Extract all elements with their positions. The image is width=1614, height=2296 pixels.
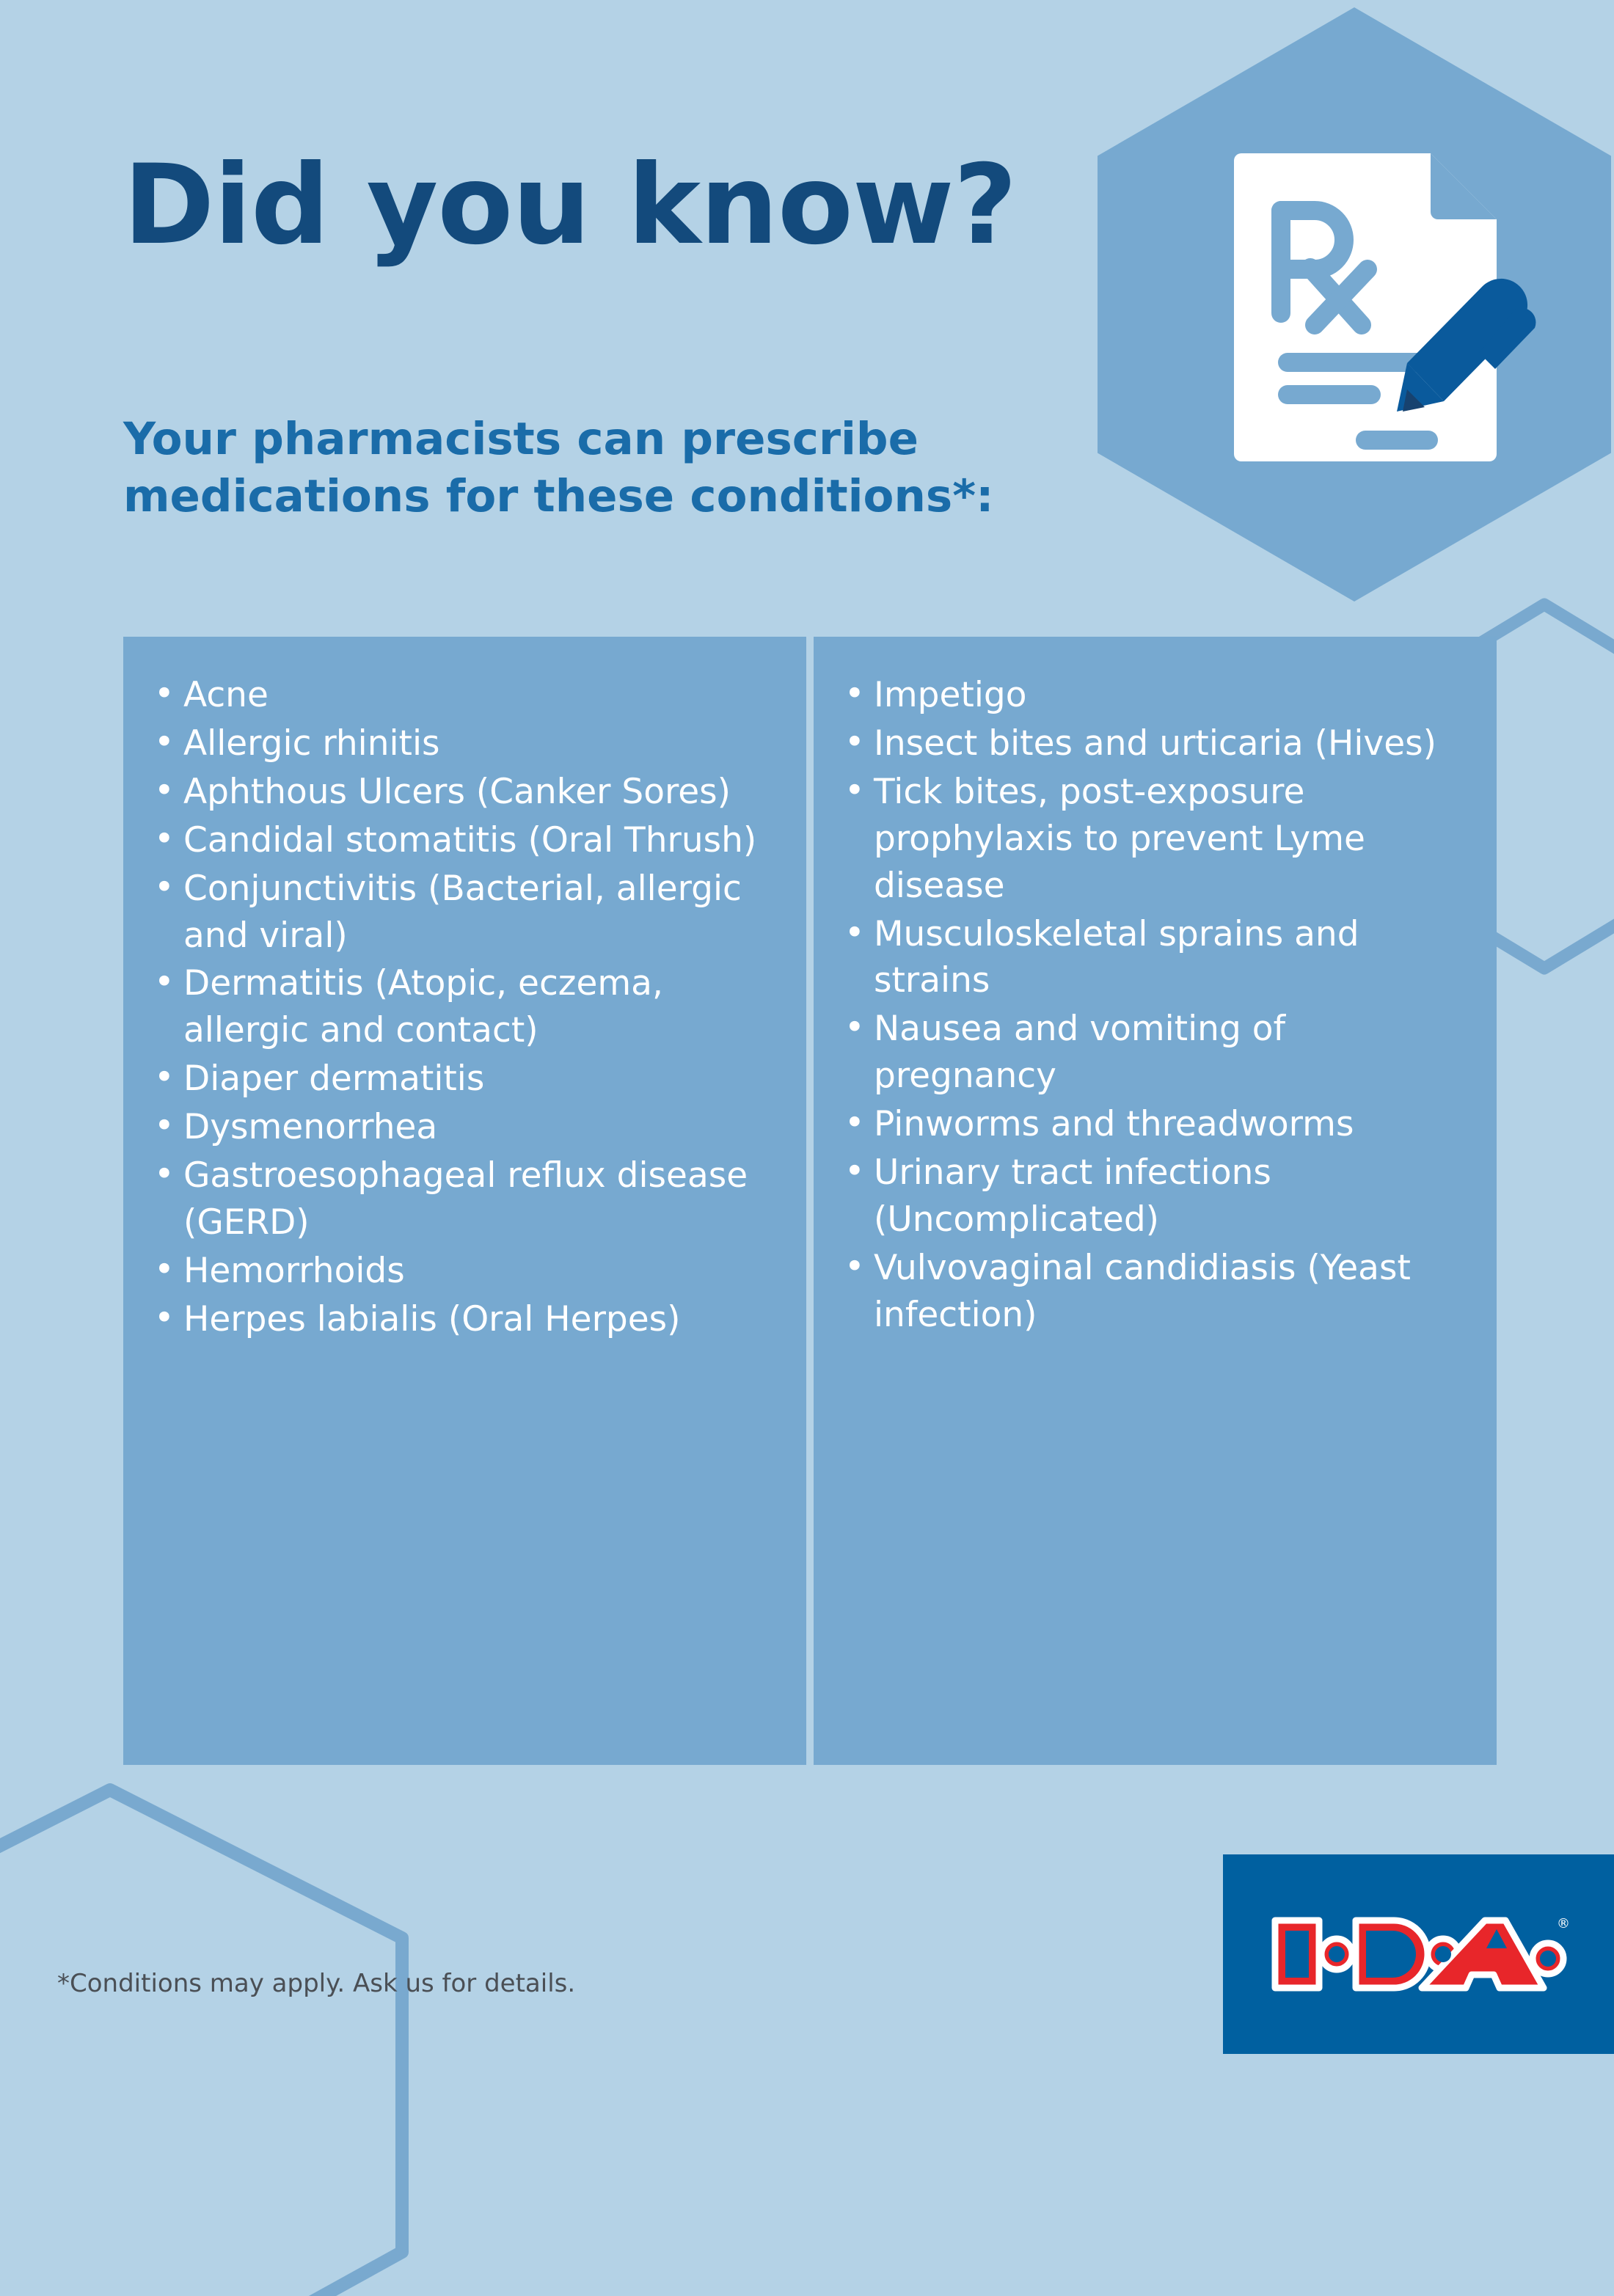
conditions-panels: AcneAllergic rhinitisAphthous Ulcers (Ca… [123, 637, 1497, 1765]
condition-list-item: Nausea and vomiting of pregnancy [839, 1004, 1472, 1100]
conditions-panel-right: ImpetigoInsect bites and urticaria (Hive… [814, 637, 1497, 1765]
hexagon-outline-bottom [0, 1783, 411, 2296]
ida-logo: ® [1223, 1854, 1614, 2054]
condition-list-item: Conjunctivitis (Bacterial, allergic and … [148, 864, 781, 959]
conditions-list-right: ImpetigoInsect bites and urticaria (Hive… [839, 670, 1472, 1339]
condition-list-item: Tick bites, post-exposure prophylaxis to… [839, 767, 1472, 910]
condition-list-item: Herpes labialis (Oral Herpes) [148, 1295, 781, 1343]
condition-list-item: Aphthous Ulcers (Canker Sores) [148, 767, 781, 816]
ida-logo-mark: ® [1271, 1916, 1570, 1992]
pen-icon [1397, 278, 1536, 412]
footnote-text: *Conditions may apply. Ask us for detail… [57, 1969, 576, 1998]
hexagon-outline-icon [0, 1783, 409, 2296]
registered-trademark-symbol: ® [1557, 1916, 1570, 1931]
condition-list-item: Diaper dermatitis [148, 1054, 781, 1103]
condition-list-item: Hemorrhoids [148, 1246, 781, 1295]
folded-corner [1431, 153, 1497, 219]
page-title: Did you know? [123, 142, 1018, 269]
document-lines [1278, 353, 1438, 450]
rx-prescription-document-icon [1224, 143, 1539, 473]
condition-list-item: Dermatitis (Atopic, eczema, allergic and… [148, 959, 781, 1054]
condition-list-item: Insect bites and urticaria (Hives) [839, 719, 1472, 767]
condition-list-item: Pinworms and threadworms [839, 1100, 1472, 1148]
condition-list-item: Acne [148, 670, 781, 719]
condition-list-item: Vulvovaginal candidiasis (Yeast infectio… [839, 1243, 1472, 1339]
conditions-panel-left: AcneAllergic rhinitisAphthous Ulcers (Ca… [123, 637, 806, 1765]
conditions-list-left: AcneAllergic rhinitisAphthous Ulcers (Ca… [148, 670, 781, 1343]
page-subtitle: Your pharmacists can prescribe medicatio… [123, 413, 994, 523]
condition-list-item: Musculoskeletal sprains and strains [839, 910, 1472, 1005]
rx-glyph [1271, 201, 1377, 334]
condition-list-item: Impetigo [839, 670, 1472, 719]
condition-list-item: Allergic rhinitis [148, 719, 781, 767]
condition-list-item: Dysmenorrhea [148, 1103, 781, 1151]
condition-list-item: Candidal stomatitis (Oral Thrush) [148, 816, 781, 864]
condition-list-item: Gastroesophageal reflux disease (GERD) [148, 1151, 781, 1246]
condition-list-item: Urinary tract infections (Uncomplicated) [839, 1148, 1472, 1243]
